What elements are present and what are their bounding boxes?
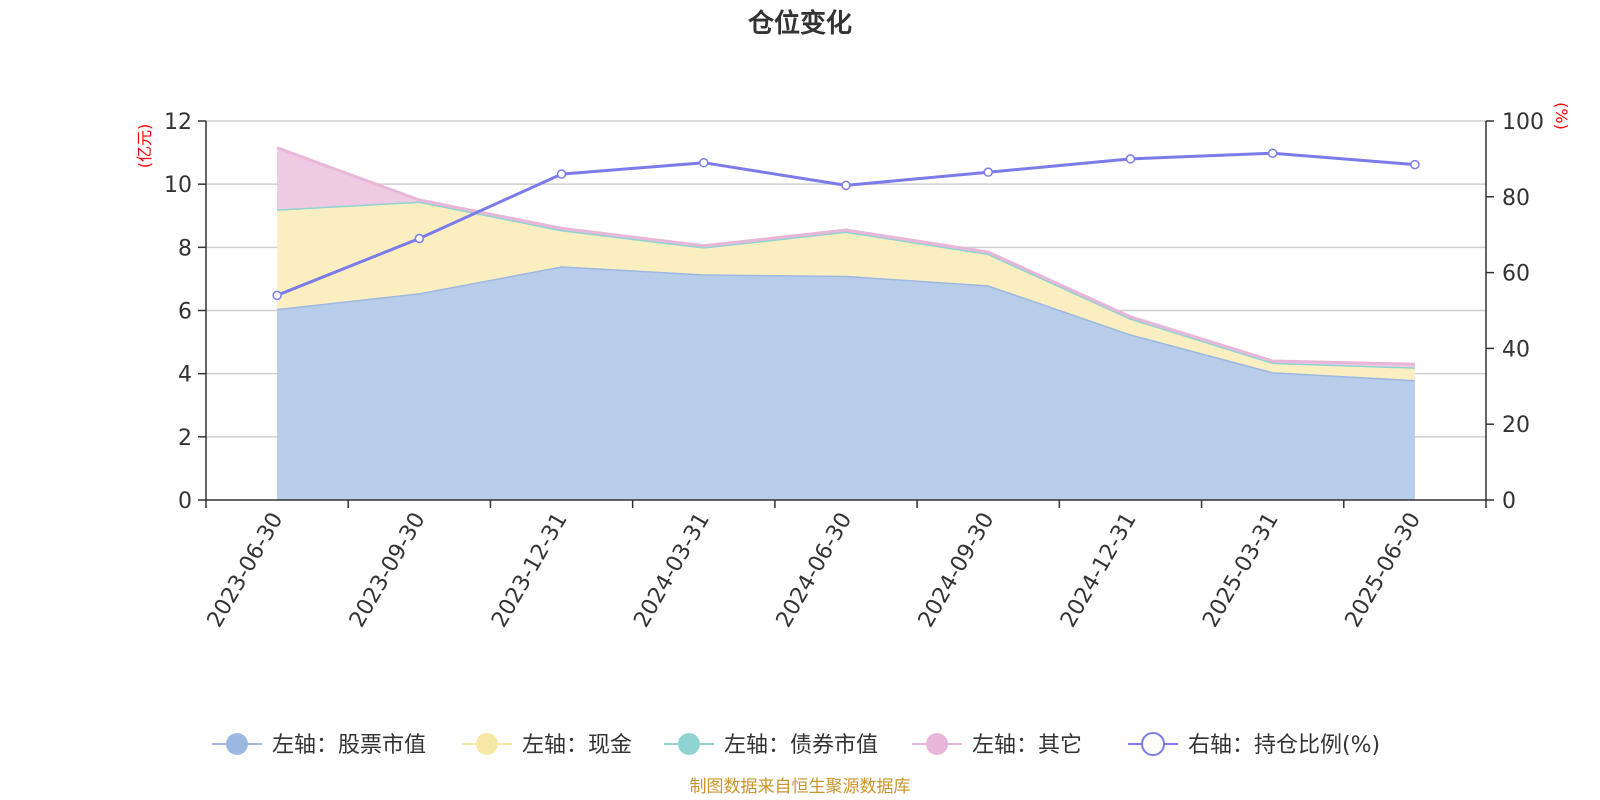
x-tick-label: 2024-06-30 (772, 509, 858, 632)
left-tick-label: 10 (164, 173, 192, 198)
area-左轴：股票市值 (277, 266, 1415, 500)
legend-item[interactable]: 左轴：股票市值 (212, 733, 426, 758)
legend-marker (678, 733, 700, 755)
legend-marker (226, 733, 248, 755)
left-axis-unit: (亿元) (135, 124, 154, 169)
line-point (1267, 148, 1278, 158)
legend-item[interactable]: 左轴：现金 (462, 733, 632, 758)
x-tick-label: 2025-03-31 (1198, 509, 1284, 632)
line-point (841, 180, 851, 191)
right-tick-label: 100 (1502, 110, 1544, 135)
left-tick-label: 4 (178, 363, 192, 388)
legend-label: 右轴：持仓比例(%) (1188, 733, 1380, 758)
legend: 左轴：股票市值 左轴：现金 左轴：债券市值 左轴：其它 右轴：持仓比例(%) (212, 732, 1380, 758)
legend-label: 左轴：股票市值 (272, 733, 426, 758)
legend-marker (476, 733, 498, 755)
source-note: 制图数据来自恒生聚源数据库 (690, 777, 911, 797)
area-series (276, 146, 1415, 500)
left-tick-label: 2 (178, 426, 192, 451)
legend-item[interactable]: 左轴：其它 (912, 733, 1082, 758)
line-point (272, 290, 282, 301)
x-tick-label: 2023-12-31 (487, 509, 573, 632)
right-tick-label: 80 (1502, 186, 1530, 211)
legend-item[interactable]: 右轴：持仓比例(%) (1128, 732, 1380, 758)
right-tick-label: 60 (1502, 262, 1530, 287)
left-tick-label: 0 (178, 489, 192, 514)
legend-marker (926, 733, 948, 755)
legend-label: 左轴：其它 (972, 733, 1082, 758)
x-tick-label: 2025-06-30 (1341, 509, 1427, 632)
right-axis-unit: (%) (1552, 102, 1571, 130)
line-series (272, 148, 1420, 301)
right-tick-label: 0 (1502, 489, 1516, 514)
left-tick-label: 6 (178, 300, 192, 325)
legend-marker (1141, 732, 1165, 756)
legend-label: 左轴：债券市值 (724, 733, 878, 758)
left-tick-label: 8 (178, 236, 192, 261)
chart-title: 仓位变化 (747, 8, 852, 39)
line-point (556, 169, 567, 179)
line-point (699, 157, 709, 168)
x-tick-label: 2024-12-31 (1056, 509, 1142, 632)
x-tick-label: 2023-09-30 (345, 509, 431, 632)
x-tick-label: 2024-09-30 (914, 509, 1000, 632)
line-point (983, 167, 993, 177)
left-tick-label: 12 (164, 110, 192, 135)
right-tick-label: 20 (1502, 413, 1530, 438)
area-edge-左轴：其它 (276, 146, 1415, 366)
legend-label: 左轴：现金 (522, 733, 632, 758)
line-point (1410, 159, 1420, 170)
line-point (1125, 154, 1136, 164)
x-tick-label: 2024-03-31 (629, 509, 715, 632)
legend-item[interactable]: 左轴：债券市值 (664, 733, 878, 758)
area-左轴：现金 (277, 201, 1415, 380)
line-point (414, 233, 425, 244)
right-tick-label: 40 (1502, 337, 1530, 362)
x-tick-label: 2023-06-30 (203, 509, 289, 632)
